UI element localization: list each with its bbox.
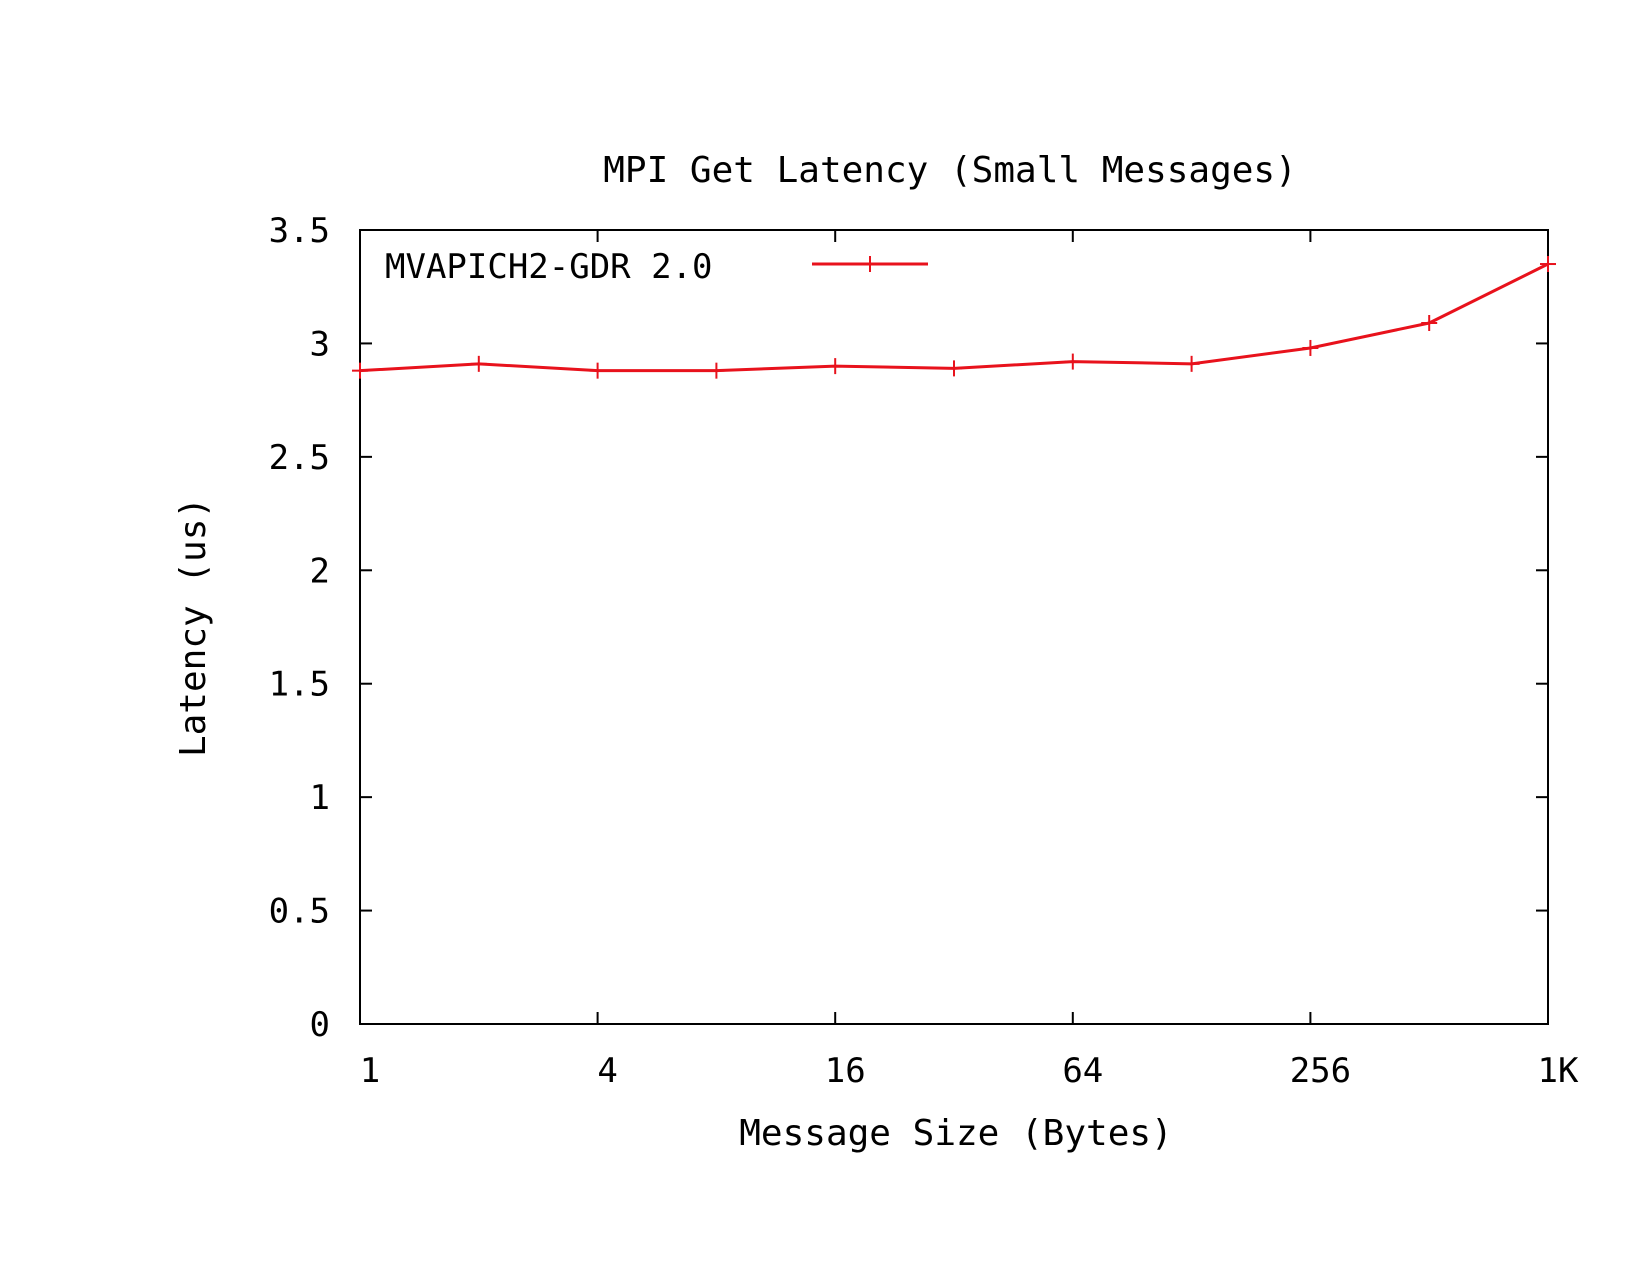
data-point-marker xyxy=(946,360,962,377)
series-layer xyxy=(352,256,1556,379)
legend: MVAPICH2-GDR 2.0 xyxy=(385,247,928,287)
y-tick-label: 1.5 xyxy=(269,665,330,705)
data-point-marker xyxy=(589,362,606,379)
data-point-marker xyxy=(1540,256,1556,273)
x-tick-label: 1 xyxy=(360,1051,380,1091)
legend-label-series-1: MVAPICH2-GDR 2.0 xyxy=(385,247,713,287)
x-tick-label: 64 xyxy=(1062,1051,1103,1091)
y-axis-ticks: 0 0.5 1 1.5 2 2.5 3 3.5 xyxy=(269,211,1548,1045)
plot-area-frame xyxy=(359,229,1549,1025)
y-tick-label: 0.5 xyxy=(269,892,330,932)
data-point-marker xyxy=(1421,315,1438,332)
data-point-marker xyxy=(1302,339,1319,356)
y-tick-label: 1 xyxy=(310,778,330,818)
x-axis-label: Message Size (Bytes) xyxy=(739,1113,1172,1154)
data-point-marker xyxy=(1183,355,1200,372)
chart-title: MPI Get Latency (Small Messages) xyxy=(603,150,1297,191)
y-axis-label: Latency (us) xyxy=(173,497,214,757)
x-tick-label: 16 xyxy=(825,1051,866,1091)
x-tick-label: 4 xyxy=(597,1051,617,1091)
y-tick-label: 3.5 xyxy=(269,211,330,251)
y-tick-label: 0 xyxy=(310,1005,330,1045)
x-tick-label: 256 xyxy=(1290,1051,1351,1091)
x-axis-ticks: 1 4 16 64 256 1K xyxy=(359,230,1579,1091)
y-tick-label: 2 xyxy=(310,551,330,591)
data-point-marker xyxy=(827,358,844,375)
x-tick-label: 1K xyxy=(1538,1051,1579,1091)
data-point-marker xyxy=(1064,353,1081,370)
y-tick-label: 2.5 xyxy=(269,438,330,478)
data-point-marker xyxy=(352,362,368,379)
data-point-marker xyxy=(470,355,487,372)
data-point-marker xyxy=(708,362,725,379)
y-tick-label: 3 xyxy=(310,324,330,364)
